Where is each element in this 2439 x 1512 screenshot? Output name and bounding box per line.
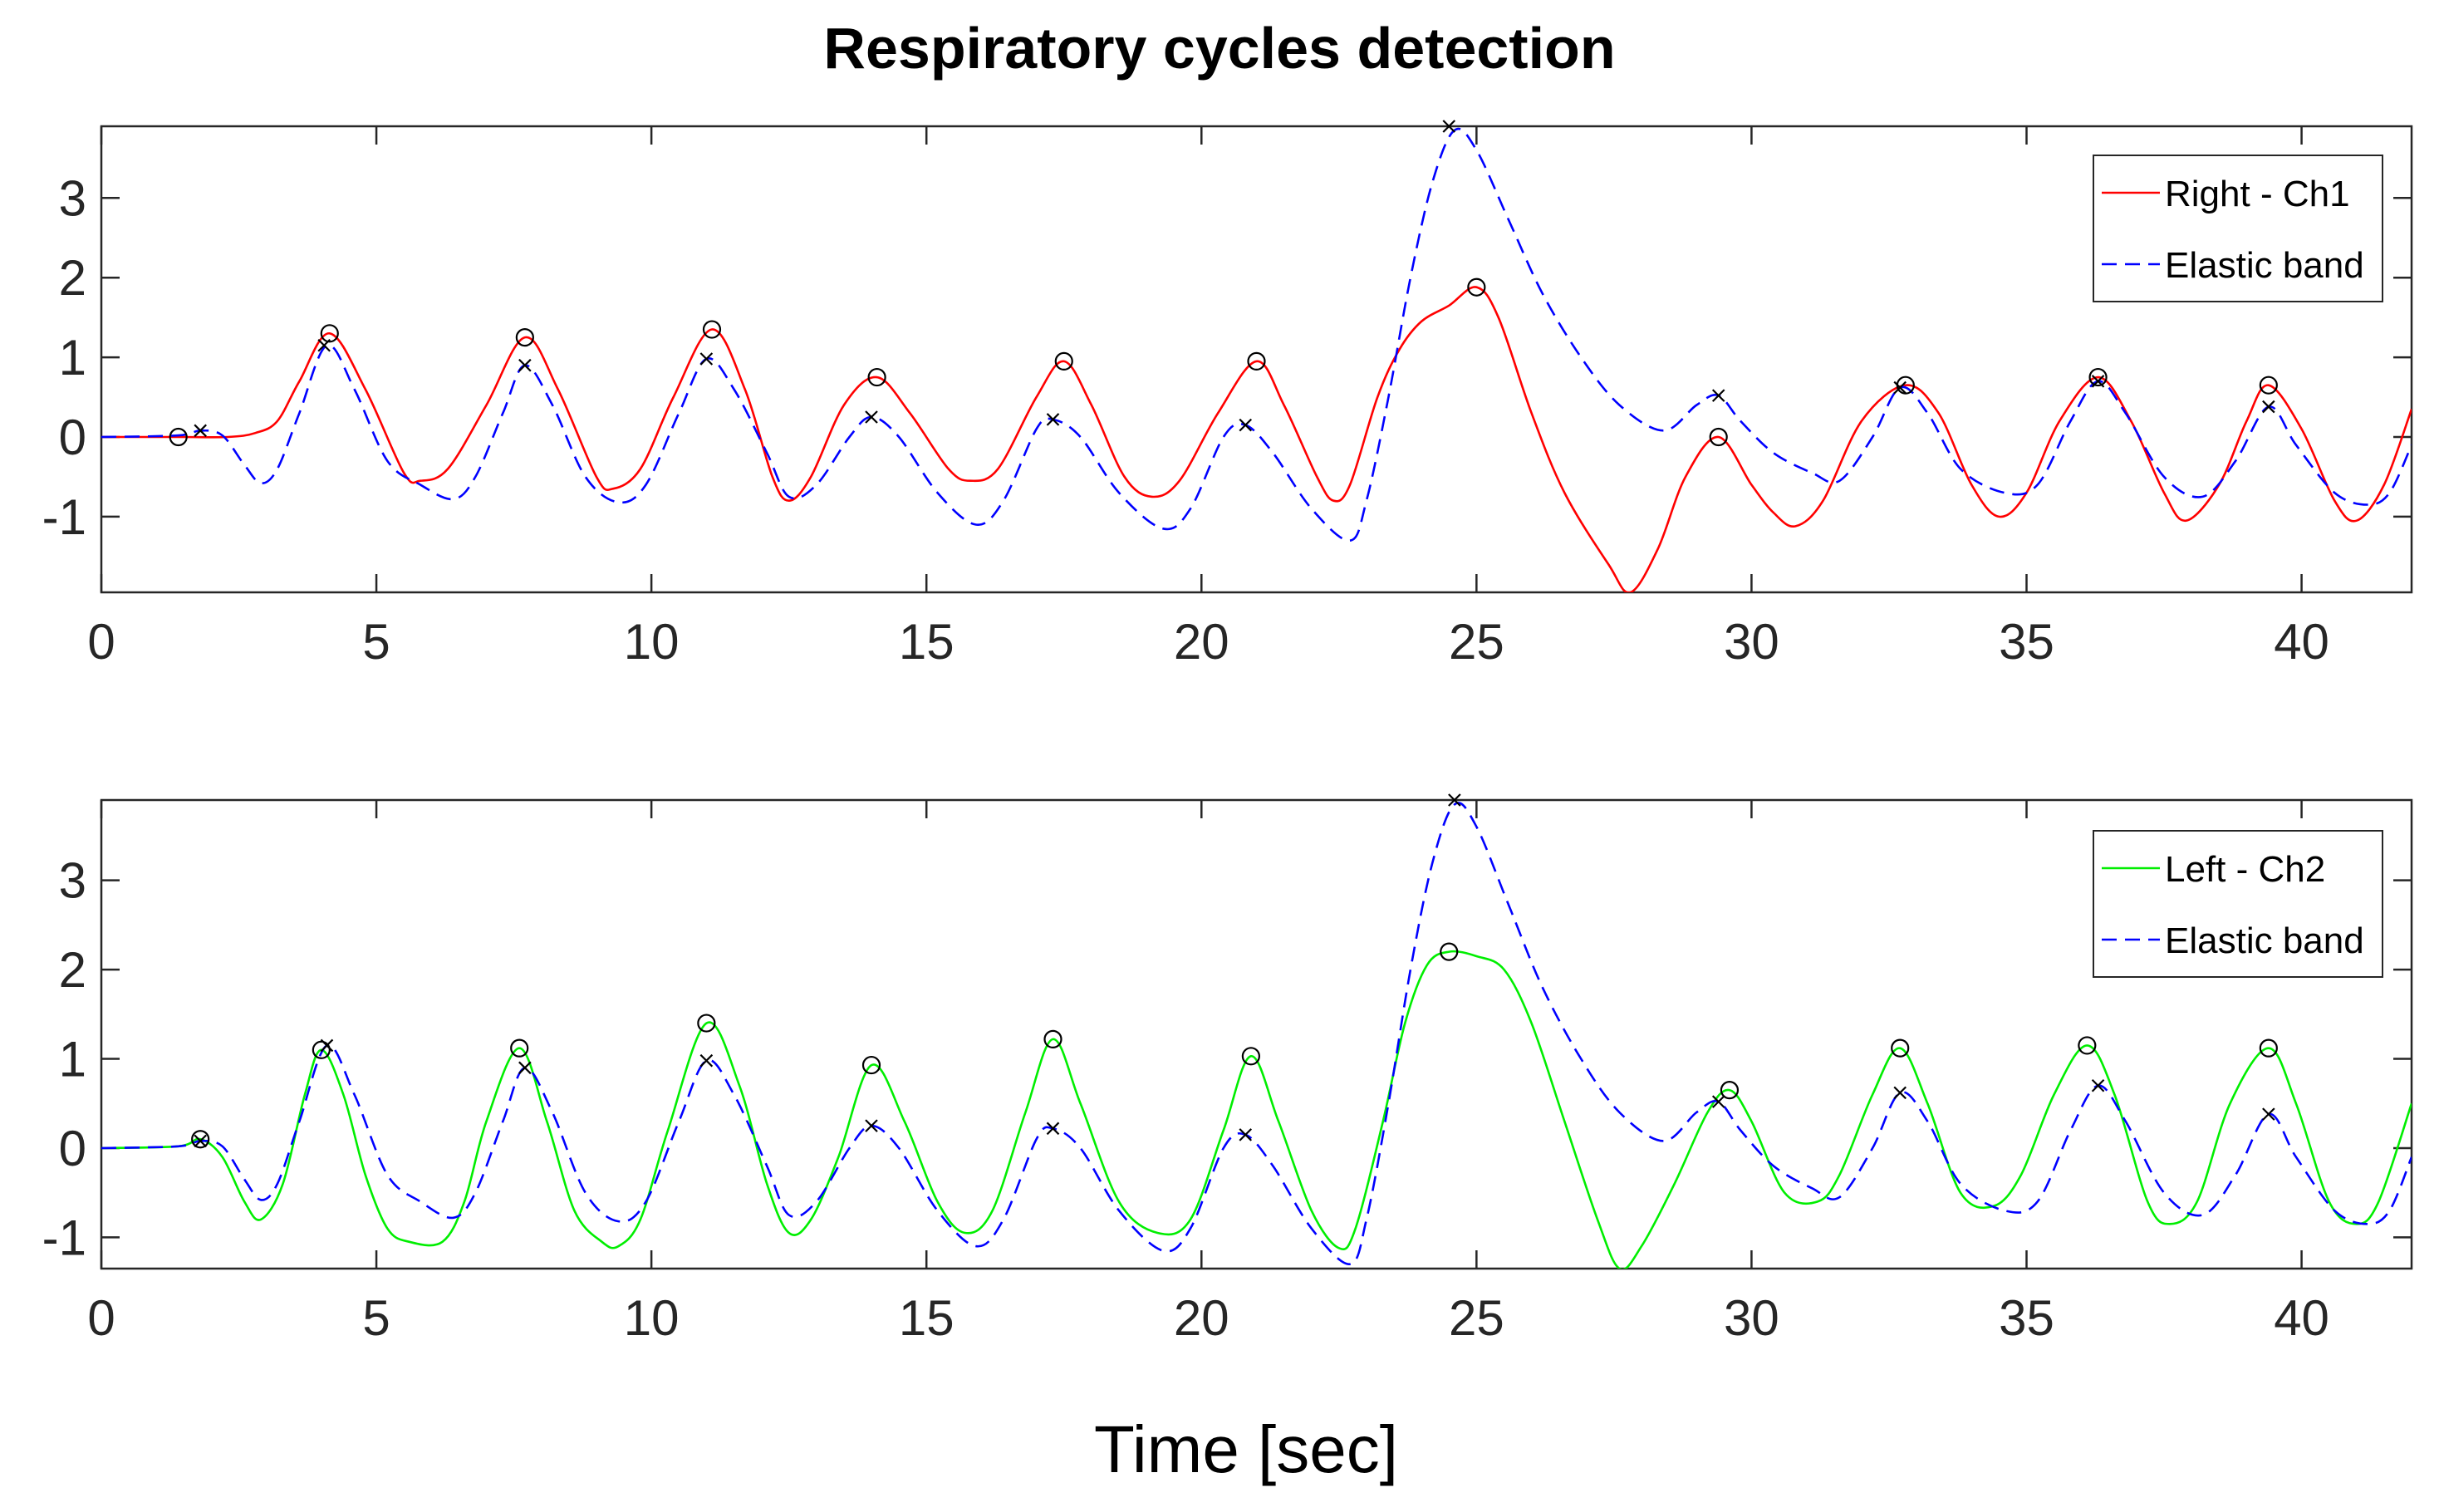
peak-marker-cross — [320, 1038, 334, 1053]
peak-marker-cross — [1239, 418, 1253, 432]
peak-marker-cross — [1046, 413, 1060, 426]
peak-marker-circle — [1891, 1038, 1910, 1058]
peak-marker-circle — [861, 1055, 881, 1075]
peak-marker-cross — [194, 1134, 207, 1148]
peak-marker-circle — [2088, 367, 2108, 387]
peak-marker-cross — [2262, 400, 2275, 414]
x-tick-label: 30 — [1724, 614, 1779, 670]
x-tick-label: 20 — [1174, 614, 1229, 670]
peak-marker-circle — [1241, 1047, 1260, 1066]
peak-marker-cross — [1239, 1128, 1253, 1141]
legend-label: Elastic band — [2165, 245, 2364, 286]
peak-marker-circle — [702, 320, 722, 339]
peak-marker-circle — [320, 324, 339, 343]
y-tick-label: -1 — [42, 1210, 86, 1265]
peak-marker-circle — [1467, 277, 1486, 297]
plot-layer — [101, 127, 2412, 592]
x-tick-label: 10 — [624, 614, 680, 670]
x-tick-label: 35 — [1999, 614, 2054, 670]
y-tick-label: 2 — [59, 250, 86, 306]
series-line-channel — [101, 950, 2412, 1269]
y-tick-label: -1 — [42, 489, 86, 545]
peak-marker-cross — [518, 1061, 532, 1075]
legend-box — [2093, 155, 2383, 302]
x-tick-label: 15 — [899, 614, 954, 670]
series-line-channel — [101, 286, 2412, 592]
y-tick-label: 3 — [59, 853, 86, 909]
plot-area — [100, 798, 2413, 1270]
peak-marker-circle — [2259, 1038, 2278, 1058]
x-tick-label: 5 — [362, 1290, 390, 1346]
peak-marker-circle — [867, 367, 886, 387]
x-tick-label: 40 — [2274, 1290, 2329, 1346]
legend-box — [2093, 830, 2383, 978]
y-tick-label: 0 — [59, 1121, 86, 1176]
peak-marker-cross — [2091, 375, 2105, 388]
peak-marker-cross — [1893, 1086, 1907, 1100]
peak-marker-circle — [169, 427, 188, 447]
top-axes: 0 5 10 15 20 25 30 35 40 -1 0 1 2 3 Right - Ch1 Elastic… — [42, 120, 2413, 670]
y-tick-label: 1 — [59, 330, 86, 385]
peak-marker-cross — [1442, 120, 1456, 133]
peak-marker-circle — [1247, 351, 1266, 371]
peak-marker-cross — [699, 352, 714, 366]
peak-marker-circle — [697, 1014, 716, 1033]
peak-marker-circle — [1440, 942, 1459, 961]
legend-label: Left - Ch2 — [2165, 849, 2325, 890]
peak-marker-circle — [2078, 1036, 2097, 1055]
peak-marker-cross — [2091, 1078, 2105, 1092]
legend: Right - Ch1 Elastic band — [2093, 155, 2383, 302]
peak-marker-cross — [865, 1119, 878, 1132]
peak-marker-cross — [1711, 389, 1725, 402]
legend-label: Right - Ch1 — [2165, 174, 2350, 214]
peak-marker-cross — [194, 424, 207, 438]
peak-marker-circle — [510, 1038, 529, 1058]
peak-marker-cross — [1448, 793, 1461, 807]
x-tick-label: 10 — [624, 1290, 680, 1346]
y-tick-label: 3 — [59, 170, 86, 226]
peak-marker-circle — [191, 1130, 210, 1149]
x-tick-label: 20 — [1174, 1290, 1229, 1346]
peak-marker-circle — [1054, 351, 1073, 371]
peak-marker-cross — [1046, 1122, 1060, 1136]
peak-marker-cross — [865, 410, 878, 424]
x-tick-label: 25 — [1449, 1290, 1504, 1346]
x-tick-label: 15 — [899, 1290, 954, 1346]
peak-marker-circle — [1709, 427, 1728, 447]
peak-marker-cross — [2262, 1107, 2275, 1121]
x-tick-label: 0 — [87, 1290, 115, 1346]
series-line-elastic-band — [101, 802, 2412, 1265]
x-axis-label: Time [sec] — [1094, 1412, 1398, 1486]
x-tick-label: 35 — [1999, 1290, 2054, 1346]
peak-marker-circle — [1720, 1081, 1740, 1100]
x-tick-label: 25 — [1449, 614, 1504, 670]
legend-label: Elastic band — [2165, 920, 2364, 961]
peak-marker-circle — [312, 1040, 331, 1059]
x-tick-label: 0 — [87, 614, 115, 670]
y-tick-label: 1 — [59, 1032, 86, 1087]
plot-area — [100, 125, 2413, 594]
series-line-elastic-band — [101, 127, 2412, 542]
peak-marker-cross — [518, 358, 532, 372]
peak-marker-circle — [2259, 376, 2278, 395]
y-tick-label: 2 — [59, 942, 86, 998]
x-tick-label: 5 — [362, 614, 390, 670]
x-tick-label: 30 — [1724, 1290, 1779, 1346]
chart-title: Respiratory cycles detection — [823, 16, 1615, 81]
peak-marker-circle — [515, 328, 534, 347]
peak-marker-circle — [1043, 1029, 1062, 1049]
x-tick-label: 40 — [2274, 614, 2329, 670]
peak-marker-cross — [699, 1053, 714, 1068]
legend: Left - Ch2 Elastic band — [2093, 830, 2383, 978]
peak-marker-cross — [317, 338, 331, 352]
peak-marker-cross — [1893, 380, 1907, 395]
peak-marker-cross — [1711, 1095, 1725, 1108]
plot-layer — [101, 802, 2412, 1269]
y-tick-label: 0 — [59, 410, 86, 465]
